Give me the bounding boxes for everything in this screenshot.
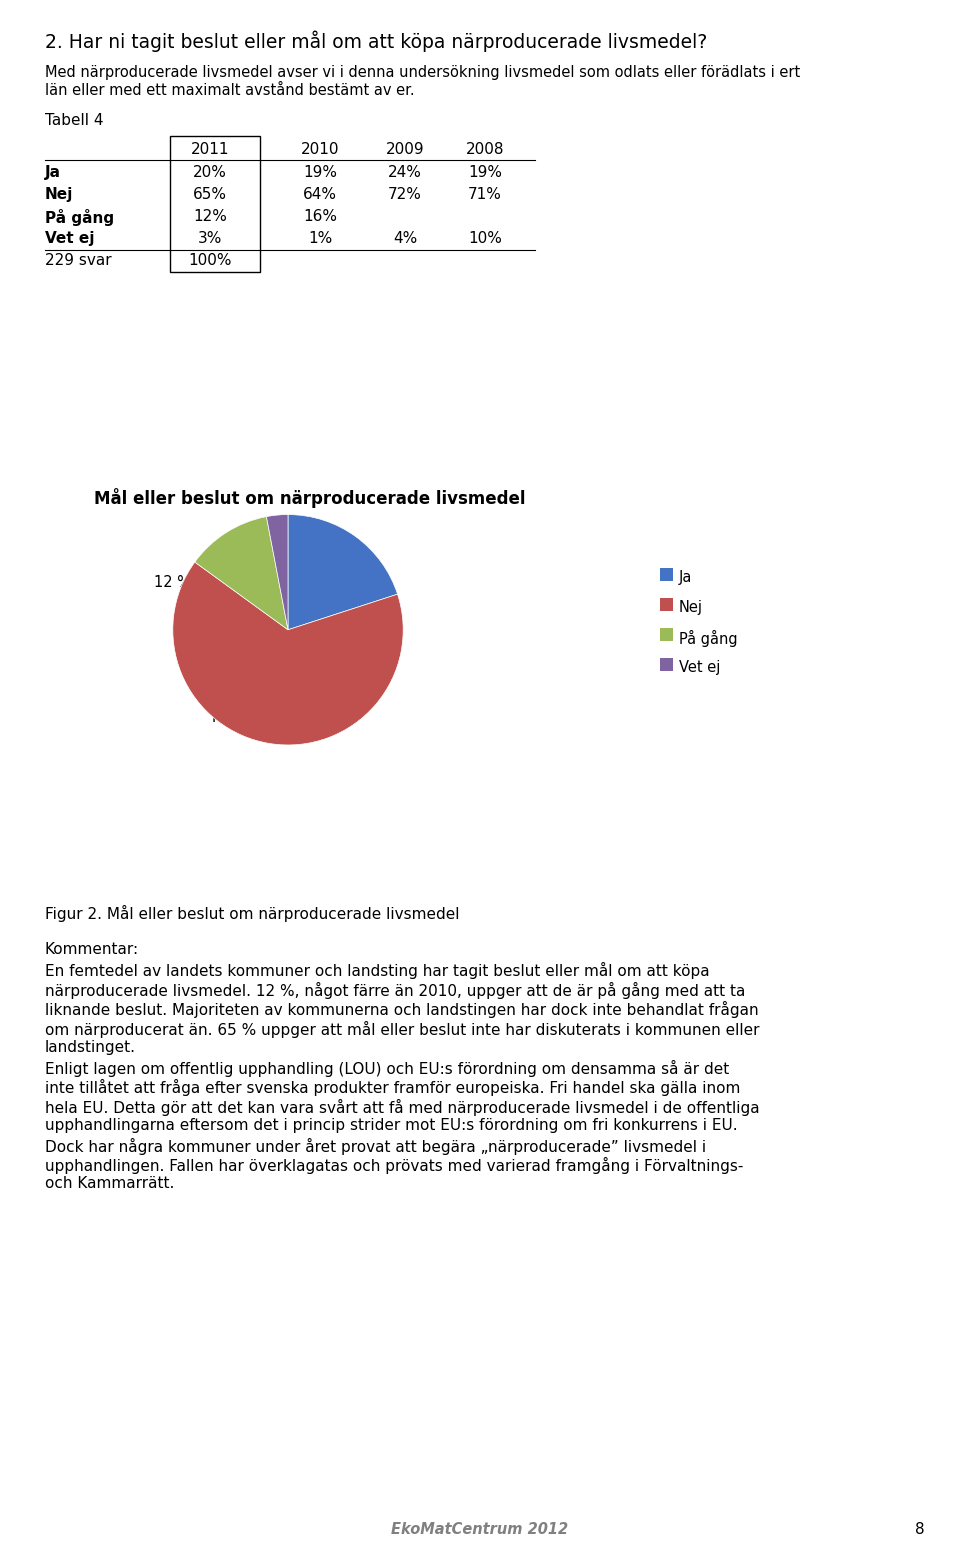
Text: På gång: På gång [45, 208, 114, 225]
Text: 20%: 20% [193, 165, 227, 180]
Bar [660, 628, 673, 641]
Text: liknande beslut. Majoriteten av kommunerna och landstingen har dock inte behandl: liknande beslut. Majoriteten av kommuner… [45, 1001, 758, 1019]
Text: inte tillåtet att fråga efter svenska produkter framför europeiska. Fri handel s: inte tillåtet att fråga efter svenska pr… [45, 1079, 740, 1096]
Text: 19%: 19% [303, 165, 337, 180]
Text: Ja: Ja [45, 165, 61, 180]
Text: närproducerade livsmedel. 12 %, något färre än 2010, uppger att de är på gång me: närproducerade livsmedel. 12 %, något fä… [45, 981, 745, 998]
Text: 8: 8 [916, 1522, 925, 1536]
Text: En femtedel av landets kommuner och landsting har tagit beslut eller mål om att : En femtedel av landets kommuner och land… [45, 963, 709, 980]
Text: Ja 20 %: Ja 20 % [318, 568, 372, 583]
Text: Dock har några kommuner under året provat att begära „närproducerade” livsmedel : Dock har några kommuner under året prova… [45, 1138, 707, 1154]
Wedge shape [173, 561, 403, 745]
Text: 2. Har ni tagit beslut eller mål om att köpa närproducerade livsmedel?: 2. Har ni tagit beslut eller mål om att … [45, 30, 708, 51]
Text: 19%: 19% [468, 165, 502, 180]
Text: 72%: 72% [388, 187, 422, 202]
Bar [660, 658, 673, 672]
Text: Enligt lagen om offentlig upphandling (LOU) och EU:s förordning om densamma så ä: Enligt lagen om offentlig upphandling (L… [45, 1059, 730, 1076]
Text: 1%: 1% [308, 232, 332, 246]
Text: 12 %: 12 % [154, 575, 190, 589]
Text: 4%: 4% [393, 232, 418, 246]
Text: hela EU. Detta gör att det kan vara svårt att få med närproducerade livsmedel i : hela EU. Detta gör att det kan vara svår… [45, 1098, 759, 1115]
Text: upphandlingen. Fallen har överklagatas och prövats med varierad framgång i Förva: upphandlingen. Fallen har överklagatas o… [45, 1157, 743, 1174]
Text: 2008: 2008 [466, 142, 504, 157]
Text: 71%: 71% [468, 187, 502, 202]
Text: Vet ej: Vet ej [45, 232, 94, 246]
Text: om närproducerat än. 65 % uppger att mål eller beslut inte har diskuterats i kom: om närproducerat än. 65 % uppger att mål… [45, 1020, 759, 1037]
Text: 16%: 16% [303, 208, 337, 224]
Bar [660, 568, 673, 582]
Text: 24%: 24% [388, 165, 422, 180]
Text: Nej: Nej [45, 187, 73, 202]
Text: 2011: 2011 [191, 142, 229, 157]
Text: Med närproducerade livsmedel avser vi i denna undersökning livsmedel som odlats : Med närproducerade livsmedel avser vi i … [45, 65, 801, 79]
Text: 12%: 12% [193, 208, 227, 224]
Text: Figur 2. Mål eller beslut om närproducerade livsmedel: Figur 2. Mål eller beslut om närproducer… [45, 905, 460, 922]
Text: 2010: 2010 [300, 142, 339, 157]
Text: upphandlingarna eftersom det i princip strider mot EU:s förordning om fri konkur: upphandlingarna eftersom det i princip s… [45, 1118, 737, 1134]
Text: 3%: 3% [198, 232, 222, 246]
Text: 10%: 10% [468, 232, 502, 246]
Text: Kommentar:: Kommentar: [45, 942, 139, 956]
Text: 229 svar: 229 svar [45, 253, 111, 267]
Text: På gång: På gång [679, 630, 737, 647]
Text: 2009: 2009 [386, 142, 424, 157]
Text: Nej: Nej [679, 600, 703, 614]
Wedge shape [288, 515, 397, 630]
Text: Ja: Ja [679, 571, 692, 585]
Bar [170, 135, 260, 272]
Text: Nej 65 %: Nej 65 % [212, 711, 277, 725]
Text: Vet ej: Vet ej [679, 659, 720, 675]
Text: EkoMatCentrum 2012: EkoMatCentrum 2012 [392, 1522, 568, 1536]
Text: och Kammarrätt.: och Kammarrätt. [45, 1177, 175, 1191]
Bar [660, 599, 673, 611]
Text: 100%: 100% [188, 253, 231, 267]
Text: landstinget.: landstinget. [45, 1040, 136, 1054]
Text: län eller med ett maximalt avstånd bestämt av er.: län eller med ett maximalt avstånd bestä… [45, 82, 415, 98]
Text: 65%: 65% [193, 187, 227, 202]
Text: Mål eller beslut om närproducerade livsmedel: Mål eller beslut om närproducerade livsm… [94, 488, 526, 508]
Text: Tabell 4: Tabell 4 [45, 114, 104, 128]
Wedge shape [267, 515, 288, 630]
Text: 64%: 64% [303, 187, 337, 202]
Wedge shape [195, 516, 288, 630]
